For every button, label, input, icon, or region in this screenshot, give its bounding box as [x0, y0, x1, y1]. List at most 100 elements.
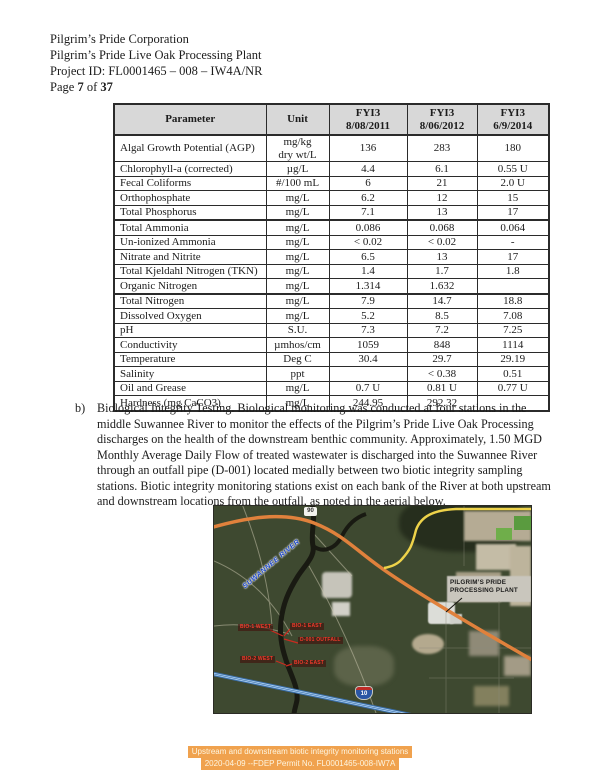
map-plant-buildings: [450, 614, 462, 624]
caption-line-2: 2020-04-09 --FDEP Permit No. FL0001465-0…: [200, 758, 400, 770]
value-cell: 0.064: [476, 219, 550, 236]
value-cell: 0.086: [328, 219, 408, 236]
parameter-cell: Total Kjeldahl Nitrogen (TKN): [113, 263, 267, 279]
parameter-cell: pH: [113, 322, 267, 338]
value-cell: 29.7: [406, 351, 478, 367]
value-cell: 14.7: [406, 292, 478, 309]
page-total: 37: [100, 80, 113, 94]
value-cell: 1.314: [328, 278, 408, 294]
unit-cell: mg/L: [265, 204, 330, 221]
value-cell: 244.95: [328, 395, 408, 411]
station-label-bio1-east: BIO-1 EAST: [290, 623, 325, 630]
value-cell: < 0.38: [406, 366, 478, 382]
table-row: Total Nitrogen mg/L 7.9 14.7 18.8: [113, 292, 550, 309]
map-green-field: [514, 516, 531, 530]
value-cell: < 0.02: [406, 234, 478, 250]
document-header: Pilgrim’s Pride Corporation Pilgrim’s Pr…: [50, 31, 262, 95]
parameter-cell: Temperature: [113, 351, 267, 367]
header-line-plant: Pilgrim’s Pride Live Oak Processing Plan…: [50, 48, 262, 62]
parameter-cell: Orthophosphate: [113, 190, 267, 206]
value-cell: 7.9: [328, 292, 408, 309]
value-cell: -: [476, 234, 550, 250]
value-cell: 8.5: [406, 308, 478, 324]
page-number: 7: [77, 80, 84, 94]
unit-cell: mg/L: [265, 263, 330, 279]
value-cell: 6.5: [328, 249, 408, 265]
value-cell: 7.08: [476, 308, 550, 324]
unit-cell: mg/L: [265, 308, 330, 324]
station-label-d001-outfall: D-001 OUTFALL: [298, 637, 343, 644]
value-cell: 17: [476, 204, 550, 221]
unit-cell: mg/L: [265, 380, 330, 396]
column-header: FYI3 8/06/2012: [406, 103, 478, 136]
map-green-field: [496, 528, 512, 540]
parameter-cell: Conductivity: [113, 337, 267, 353]
unit-cell: mg/L: [265, 234, 330, 250]
value-cell: 30.4: [328, 351, 408, 367]
table-row: Salinity ppt < 0.38 0.51: [113, 366, 550, 382]
unit-cell: mg/kg dry wt/L: [265, 134, 330, 162]
map-roads-river: [214, 506, 531, 713]
parameter-cell: Organic Nitrogen: [113, 278, 267, 294]
unit-cell: µg/L: [265, 161, 330, 177]
table-header: Parameter Unit FYI3 8/08/2011 FYI3 8/06/2012 F…: [113, 103, 550, 136]
parameter-cell: Total Nitrogen: [113, 292, 267, 309]
yellow-road-path: [383, 507, 531, 570]
suwannee-river-upper-bend: [311, 512, 367, 552]
parameter-cell: Chlorophyll-a (corrected): [113, 161, 267, 177]
map-field-patch: [474, 686, 509, 706]
value-cell: 0.81 U: [406, 380, 478, 396]
value-cell: 6.2: [328, 190, 408, 206]
value-cell: 1.8: [476, 263, 550, 279]
column-header: FYI3 8/08/2011: [328, 103, 408, 136]
unit-cell: mg/L: [265, 292, 330, 309]
value-cell: [328, 366, 408, 382]
table-row: Total Ammonia mg/L 0.086 0.068 0.064: [113, 219, 550, 236]
table-row: Chlorophyll-a (corrected) µg/L 4.4 6.1 0.55 …: [113, 161, 550, 177]
parameter-cell: Un-ionized Ammonia: [113, 234, 267, 250]
table-row: Orthophosphate mg/L 6.2 12 15: [113, 190, 550, 206]
value-cell: 21: [406, 175, 478, 191]
value-cell: 18.8: [476, 292, 550, 309]
column-header: Parameter: [113, 103, 267, 136]
value-cell: 292.32: [406, 395, 478, 411]
value-cell: 17: [476, 249, 550, 265]
aerial-map: SUWANNEE RIVER PILGRIM’S PRIDE PROCESSIN…: [213, 505, 532, 714]
header-line-page: Page 7 of 37: [50, 79, 262, 95]
station-label-bio2-east: BIO-2 EAST: [292, 660, 327, 667]
value-cell: 0.068: [406, 219, 478, 236]
parameter-cell: Total Phosphorus: [113, 204, 267, 221]
processing-plant-label: PILGRIM’S PRIDE PROCESSING PLANT: [450, 579, 531, 594]
value-cell: 6: [328, 175, 408, 191]
unit-cell: mg/L: [265, 219, 330, 236]
table-row: Total Kjeldahl Nitrogen (TKN) mg/L 1.4 1.7 1…: [113, 263, 550, 279]
column-header: FYI3 6/9/2014: [476, 103, 550, 136]
value-cell: 6.1: [406, 161, 478, 177]
value-cell: 1114: [476, 337, 550, 353]
parameter-cell: Fecal Coliforms: [113, 175, 267, 191]
map-field-patch: [469, 631, 499, 656]
table-row: Nitrate and Nitrite mg/L 6.5 13 17: [113, 249, 550, 265]
value-cell: 180: [476, 134, 550, 162]
map-caption: Upstream and downstream biotic integrity…: [0, 746, 600, 770]
value-cell: 0.77 U: [476, 380, 550, 396]
value-cell: < 0.02: [328, 234, 408, 250]
value-cell: 4.4: [328, 161, 408, 177]
unit-cell: S.U.: [265, 322, 330, 338]
value-cell: 1059: [328, 337, 408, 353]
value-cell: 0.51: [476, 366, 550, 382]
water-quality-table: Parameter Unit FYI3 8/08/2011 FYI3 8/06/2012 F…: [113, 103, 550, 412]
unit-cell: Deg C: [265, 351, 330, 367]
list-marker-b: b): [75, 401, 86, 415]
section-b: b) Biological Integrity Testing. Biologi…: [75, 401, 555, 510]
value-cell: 7.2: [406, 322, 478, 338]
page-label-of: of: [86, 80, 98, 94]
value-cell: 848: [406, 337, 478, 353]
table-row: Conductivity µmhos/cm 1059 848 1114: [113, 337, 550, 353]
parameter-cell: Algal Growth Potential (AGP): [113, 134, 267, 162]
value-cell: 136: [328, 134, 408, 162]
parameter-cell: Oil and Grease: [113, 380, 267, 396]
page-label-prefix: Page: [50, 80, 75, 94]
header-line-project-id: Project ID: FL0001465 – 008 – IW4A/NR: [50, 64, 263, 78]
value-cell: 7.1: [328, 204, 408, 221]
